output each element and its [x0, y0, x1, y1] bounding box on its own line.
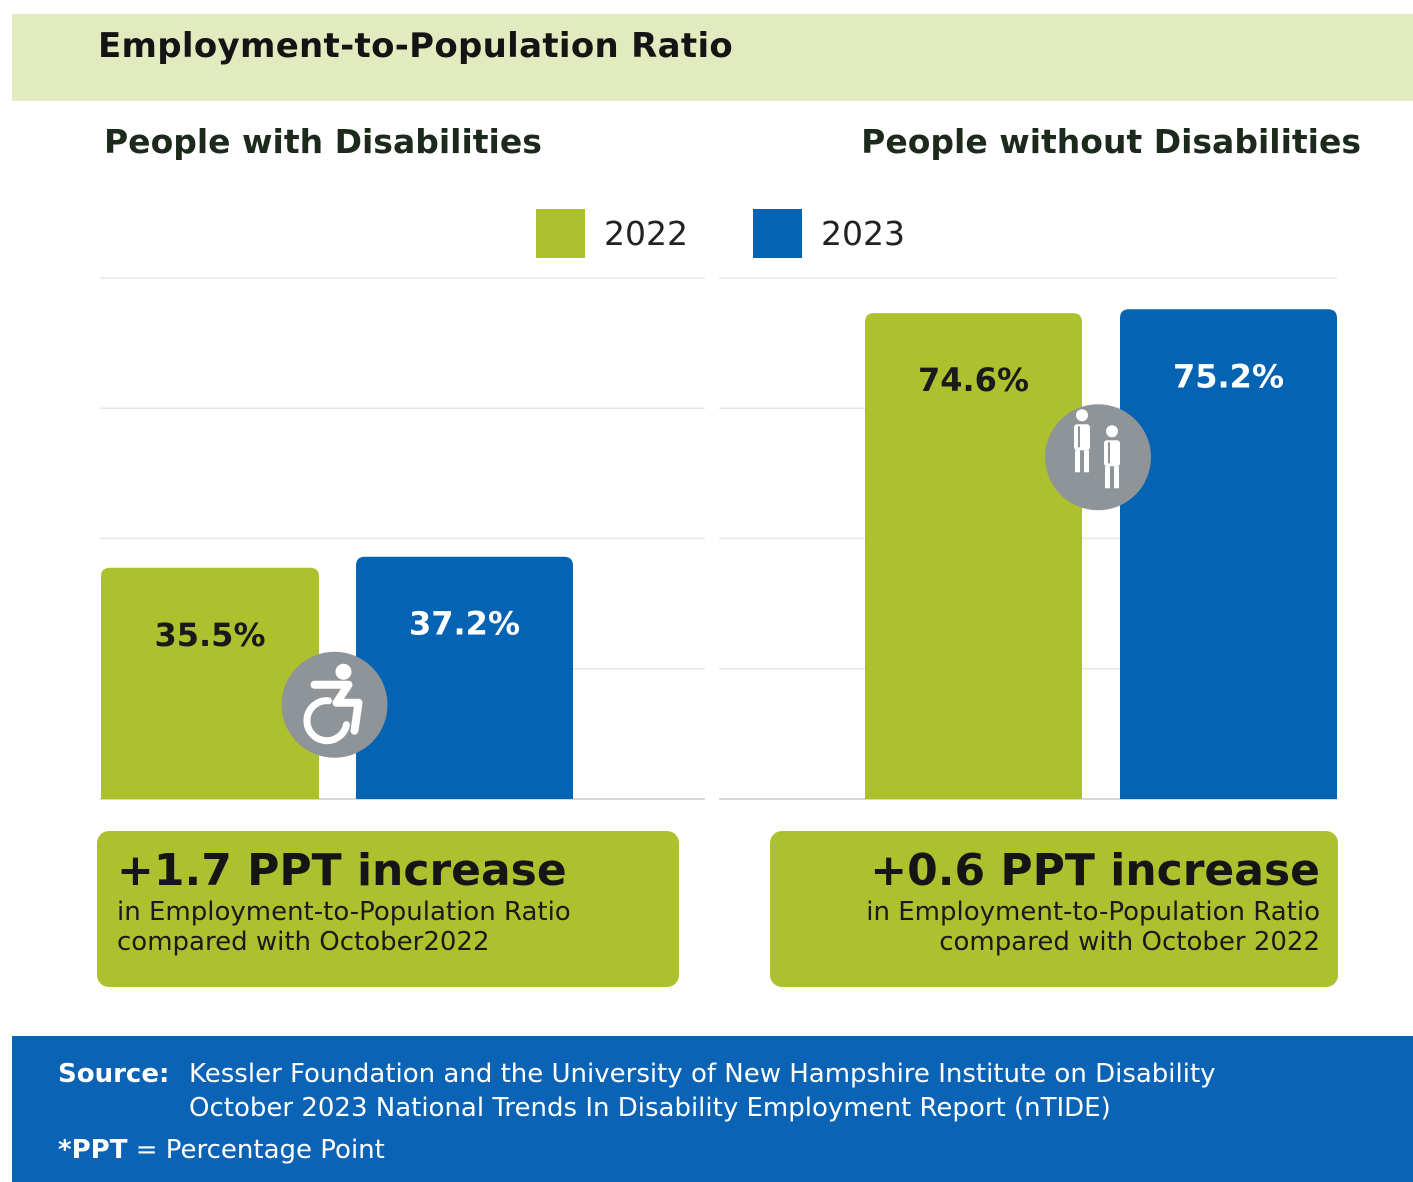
data-label: 35.5% — [154, 616, 265, 654]
callout-with-disabilities: +1.7 PPT increase in Employment-to-Popul… — [97, 831, 679, 987]
icon-circle — [1045, 404, 1151, 511]
source-text-line-2: October 2023 National Trends In Disabili… — [189, 1093, 1111, 1123]
wheelchair-icon-head — [335, 663, 352, 680]
people-icon-leg — [1084, 450, 1089, 473]
people-icon-head — [1106, 425, 1118, 438]
bar-2023 — [1120, 309, 1337, 799]
people-icon-head — [1076, 409, 1088, 422]
callout-line-1: in Employment-to-Population Ratio — [117, 897, 571, 927]
people-icon-torso — [1104, 440, 1120, 467]
source-footer: Source: Kessler Foundation and the Unive… — [12, 1036, 1413, 1182]
bar-2022 — [865, 313, 1082, 799]
legend-swatch-2022 — [536, 209, 585, 258]
ppt-term: *PPT — [58, 1135, 128, 1165]
callout-line-2: compared with October2022 — [117, 927, 490, 957]
callout-headline: +0.6 PPT increase — [870, 845, 1320, 896]
data-label: 75.2% — [1173, 357, 1284, 395]
wheelchair-icon-body — [310, 680, 363, 735]
people-icon-leg — [1105, 466, 1110, 489]
header-band — [12, 14, 1413, 101]
panel-title-without-disabilities: People without Disabilities — [861, 122, 1361, 161]
page-title: Employment-to-Population Ratio — [98, 26, 734, 66]
bar-2022 — [101, 567, 319, 799]
callout-line-1: in Employment-to-Population Ratio — [866, 897, 1320, 927]
people-icon-leg — [1114, 466, 1119, 489]
data-label: 74.6% — [918, 361, 1029, 399]
callout-without-disabilities: +0.6 PPT increase in Employment-to-Popul… — [770, 831, 1338, 987]
legend-label-2023: 2023 — [821, 214, 905, 253]
wheelchair-icon-wheel — [303, 697, 350, 745]
panel-title-with-disabilities: People with Disabilities — [104, 122, 542, 161]
people-icon-leg — [1075, 450, 1080, 473]
callout-line-2: compared with October 2022 — [939, 927, 1320, 957]
legend-swatch-2023 — [753, 209, 802, 258]
bar-2023 — [356, 556, 573, 799]
source-text-line-1: Kessler Foundation and the University of… — [189, 1059, 1216, 1089]
data-label: 37.2% — [409, 605, 520, 643]
ppt-footnote: *PPT = Percentage Point — [58, 1135, 385, 1165]
legend-label-2022: 2022 — [604, 214, 688, 253]
people-icon-torso — [1074, 424, 1090, 451]
ppt-definition: = Percentage Point — [127, 1135, 385, 1165]
source-label: Source: — [58, 1059, 170, 1089]
callout-headline: +1.7 PPT increase — [117, 845, 567, 896]
